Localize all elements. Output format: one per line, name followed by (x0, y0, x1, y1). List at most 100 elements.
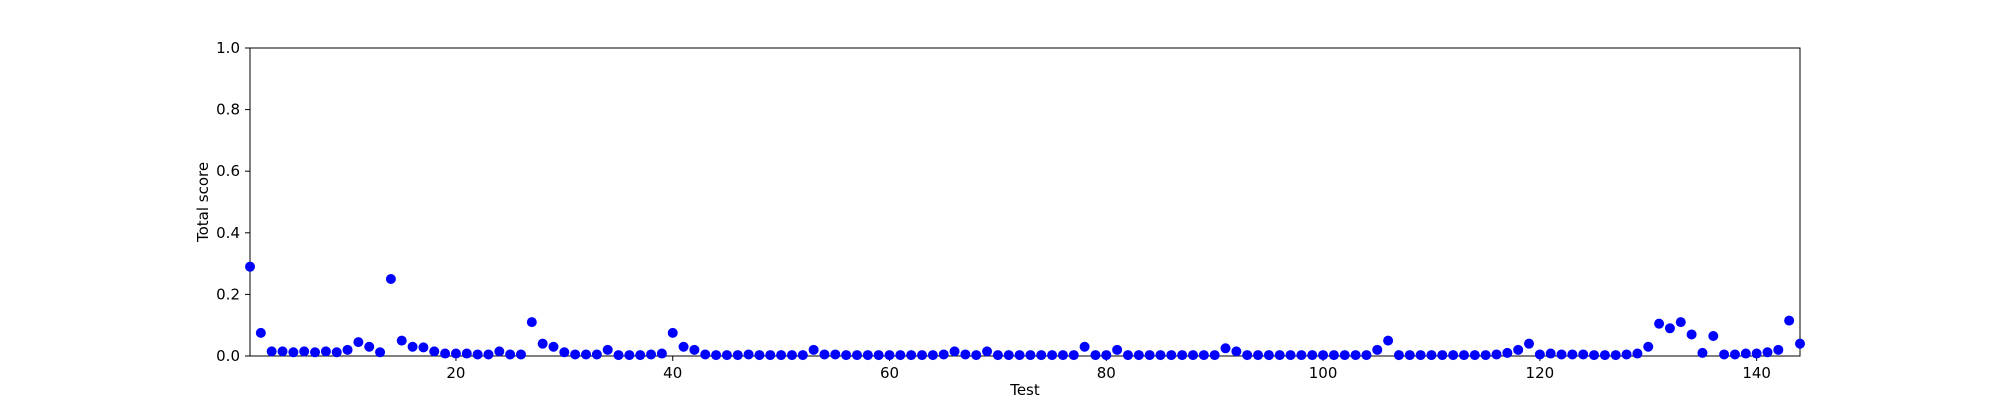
data-point (1274, 350, 1285, 361)
data-point (450, 348, 461, 359)
data-point (765, 350, 776, 361)
data-point (342, 344, 353, 355)
data-point (1437, 350, 1448, 361)
data-point (1285, 350, 1296, 361)
data-point (299, 346, 310, 357)
data-point (1003, 350, 1014, 361)
data-point (245, 261, 255, 272)
data-point (1296, 350, 1307, 361)
data-point (1458, 350, 1469, 361)
data-point (1697, 347, 1708, 358)
data-point (418, 342, 429, 353)
data-point (1328, 350, 1339, 361)
data-point (678, 341, 689, 352)
data-point (1686, 329, 1697, 340)
data-point (320, 346, 331, 357)
data-point (1589, 350, 1600, 361)
x-axis-label: Test (1009, 381, 1040, 399)
data-point (1654, 318, 1665, 329)
data-point (992, 350, 1003, 361)
data-point (1632, 348, 1643, 359)
data-point (255, 327, 266, 338)
data-point (570, 349, 581, 360)
data-point (786, 350, 797, 361)
data-point (624, 350, 635, 361)
data-point (1719, 349, 1730, 360)
data-point (396, 335, 407, 346)
data-point (927, 350, 938, 361)
data-point (884, 350, 895, 361)
data-point (1534, 349, 1545, 360)
data-point (515, 349, 526, 360)
data-point (1621, 349, 1632, 360)
data-point (982, 346, 993, 357)
data-point (1675, 317, 1686, 328)
data-point (689, 344, 700, 355)
data-point (895, 350, 906, 361)
data-point (1448, 350, 1459, 361)
data-point (1404, 350, 1415, 361)
data-point (1220, 343, 1231, 354)
y-axis: 0.0 0.2 0.4 0.6 0.8 1.0 (216, 39, 250, 365)
data-point (1155, 350, 1166, 361)
data-point (461, 348, 472, 359)
data-point (1599, 350, 1610, 361)
data-point (1502, 347, 1513, 358)
data-point (1079, 341, 1090, 352)
data-point (526, 317, 537, 328)
data-point (1166, 350, 1177, 361)
data-point (1350, 350, 1361, 361)
data-point (1610, 350, 1621, 361)
data-point (1090, 350, 1101, 361)
data-point (830, 349, 841, 360)
data-point (407, 341, 418, 352)
y-tick-label: 0.6 (216, 162, 240, 180)
data-point (1122, 350, 1133, 361)
data-point (1751, 348, 1762, 359)
x-tick-label: 80 (1097, 364, 1116, 382)
data-point (602, 344, 613, 355)
data-point (917, 350, 928, 361)
data-point (1415, 350, 1426, 361)
data-point (385, 274, 396, 284)
data-point (743, 349, 754, 360)
data-point (375, 347, 386, 358)
data-point (906, 350, 917, 361)
data-point (797, 350, 808, 361)
data-point (1708, 330, 1719, 341)
data-point (1393, 350, 1404, 361)
data-point (1524, 338, 1535, 349)
data-point (1307, 350, 1318, 361)
x-tick-label: 60 (880, 364, 899, 382)
data-point (1513, 344, 1524, 355)
data-point (1133, 350, 1144, 361)
data-point (776, 350, 787, 361)
y-axis-label: Total score (194, 162, 212, 243)
data-point (1545, 348, 1556, 359)
data-point (851, 350, 862, 361)
data-point (1480, 350, 1491, 361)
data-point (1047, 350, 1058, 361)
data-point (613, 350, 624, 361)
plot-area (249, 47, 1801, 357)
data-point (559, 347, 570, 358)
data-point (1188, 350, 1199, 361)
data-point (1263, 350, 1274, 361)
data-point (1469, 350, 1480, 361)
data-point (960, 349, 971, 360)
data-point (1231, 346, 1242, 357)
data-point (1795, 338, 1805, 349)
data-point (1068, 350, 1079, 361)
data-point (808, 344, 819, 355)
x-axis: 20 40 60 80 100 120 140 (446, 356, 1771, 382)
data-point (1556, 349, 1567, 360)
data-point (635, 350, 646, 361)
data-point (505, 349, 516, 360)
data-point (331, 347, 342, 358)
x-tick-label: 20 (446, 364, 465, 382)
data-point (1762, 347, 1773, 358)
data-point (1361, 350, 1372, 361)
data-point (862, 350, 873, 361)
x-tick-label: 100 (1309, 364, 1338, 382)
